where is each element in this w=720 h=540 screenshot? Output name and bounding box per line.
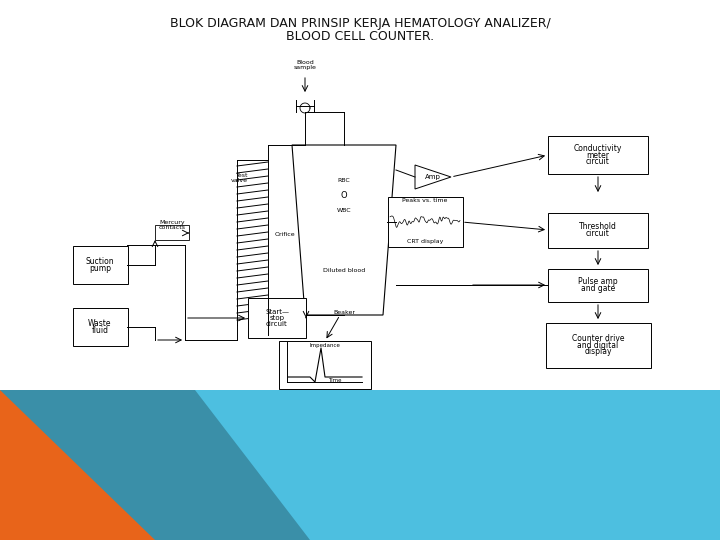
Bar: [279, 341, 371, 389]
Text: Pulse amp: Pulse amp: [578, 277, 618, 286]
Text: Conductivity: Conductivity: [574, 144, 622, 153]
Text: circuit: circuit: [266, 321, 288, 327]
Text: circuit: circuit: [586, 157, 610, 166]
Bar: [248, 298, 306, 338]
Text: Time: Time: [328, 379, 342, 383]
Text: and digital: and digital: [577, 341, 618, 349]
Bar: [546, 322, 650, 368]
Text: Threshold: Threshold: [579, 222, 617, 231]
Text: Diluted blood: Diluted blood: [323, 267, 365, 273]
Text: circuit: circuit: [586, 229, 610, 238]
Bar: [548, 268, 648, 301]
Text: WBC: WBC: [337, 207, 351, 213]
Polygon shape: [292, 145, 396, 315]
Bar: [548, 136, 648, 174]
Text: Start—: Start—: [265, 309, 289, 315]
Text: Impedance: Impedance: [310, 343, 341, 348]
Text: RBC: RBC: [338, 178, 351, 183]
Bar: [0, 0, 720, 390]
Polygon shape: [0, 390, 310, 540]
Text: Mercury
contacts: Mercury contacts: [158, 220, 186, 231]
Text: Suction: Suction: [86, 257, 114, 266]
Text: fluid: fluid: [91, 326, 109, 335]
Text: BLOK DIAGRAM DAN PRINSIP KERJA HEMATOLOGY ANALIZER/: BLOK DIAGRAM DAN PRINSIP KERJA HEMATOLOG…: [170, 17, 550, 30]
Text: O: O: [341, 191, 347, 199]
Text: meter: meter: [587, 151, 610, 159]
Text: Amp: Amp: [425, 174, 441, 180]
Polygon shape: [415, 165, 451, 189]
Bar: [548, 213, 648, 247]
Bar: [155, 225, 189, 240]
Text: Orifice: Orifice: [274, 233, 295, 238]
Text: Blood
sample: Blood sample: [294, 59, 316, 70]
Text: Peaks vs. time: Peaks vs. time: [402, 198, 448, 202]
Text: CRT display: CRT display: [407, 240, 444, 245]
Bar: [73, 246, 127, 284]
Text: BLOOD CELL COUNTER.: BLOOD CELL COUNTER.: [286, 30, 434, 44]
Bar: [387, 197, 462, 247]
Text: Counter drive: Counter drive: [572, 334, 624, 343]
Text: Beaker: Beaker: [333, 309, 355, 314]
Text: display: display: [584, 347, 612, 356]
Text: pump: pump: [89, 264, 111, 273]
Bar: [73, 308, 127, 346]
Bar: [0, 390, 720, 540]
Polygon shape: [0, 390, 155, 540]
Text: stop: stop: [269, 315, 284, 321]
Text: Waste: Waste: [89, 319, 112, 328]
Text: Test
valve: Test valve: [231, 173, 248, 184]
Text: and gate: and gate: [581, 284, 615, 293]
